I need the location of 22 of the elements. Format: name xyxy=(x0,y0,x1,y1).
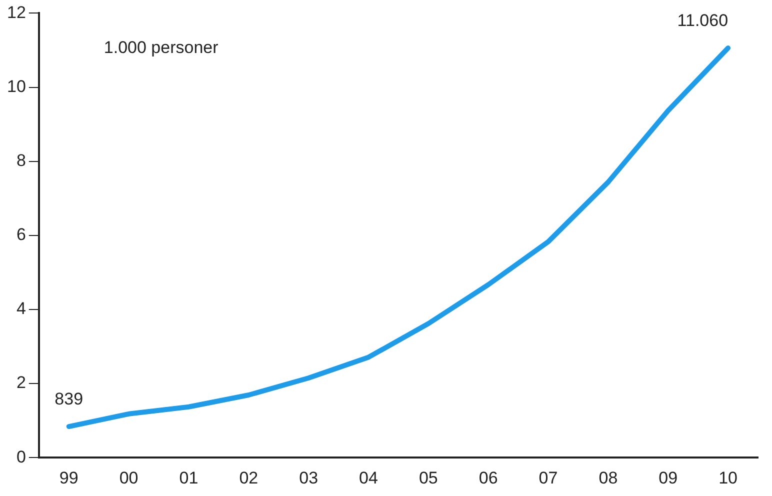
annotation: 839 xyxy=(54,390,84,409)
x-tick-label: 03 xyxy=(299,468,318,488)
x-tick-label: 99 xyxy=(59,468,78,488)
x-tick-label: 07 xyxy=(538,468,558,488)
x-tick-label: 10 xyxy=(718,468,738,488)
x-tick-label: 05 xyxy=(418,468,438,488)
y-tick-label: 0 xyxy=(16,447,26,466)
y-tick-label: 12 xyxy=(6,2,26,22)
x-tick-label: 01 xyxy=(179,468,198,488)
y-tick-label: 4 xyxy=(16,299,26,318)
x-tick-label: 02 xyxy=(239,468,258,488)
y-tick-label: 8 xyxy=(16,151,26,170)
annotation: 11.060 xyxy=(677,11,728,30)
y-tick-label: 2 xyxy=(16,373,26,392)
y-tick-label: 6 xyxy=(16,225,26,244)
x-tick-label: 08 xyxy=(598,468,618,488)
x-tick-label: 04 xyxy=(359,468,378,488)
x-tick-label: 06 xyxy=(478,468,498,488)
x-tick-label: 09 xyxy=(658,468,678,488)
x-tick-label: 00 xyxy=(119,468,138,488)
annotation: 1.000 personer xyxy=(104,38,219,58)
y-tick-label: 10 xyxy=(6,76,26,96)
